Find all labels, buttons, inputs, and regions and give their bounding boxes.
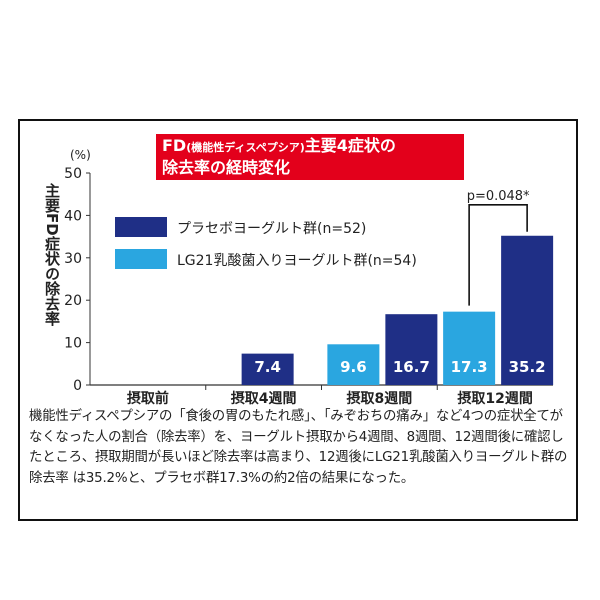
bar [501, 235, 554, 385]
figure-panel: (%) 主要FD症状の除去率 0 10 20 30 40 50 摂取前 摂取4週間 摂取8週間 摂… [18, 119, 578, 521]
title-fd: FD [162, 136, 187, 155]
y-tick-label: 40 [64, 208, 82, 224]
significance-bracket [468, 204, 528, 306]
bar-value-label: 7.4 [254, 358, 281, 376]
bar [443, 311, 496, 385]
y-axis-unit: (%) [70, 148, 91, 162]
bar [241, 353, 294, 385]
bar [327, 344, 380, 385]
x-tick-label: 摂取12週間 [457, 390, 532, 407]
y-tick-label: 10 [64, 336, 82, 352]
y-tick-label: 20 [64, 293, 82, 309]
y-axis-label: 主要FD症状の除去率 [43, 183, 61, 326]
y-tick-label: 30 [64, 251, 82, 267]
y-tick-label: 0 [73, 378, 82, 394]
legend-swatch [115, 217, 167, 237]
caption-text: 機能性ディスペプシアの「食後の胃のもたれ感」、「みぞおちの痛み」など4つの症状全… [29, 409, 568, 486]
title-line-2: 除去率の経時変化 [162, 158, 291, 177]
x-tick-label: 摂取4週間 [231, 390, 297, 407]
legend-label: プラセボヨーグルト群(n=52) [177, 221, 366, 237]
bar [385, 314, 438, 385]
chart: 0 10 20 30 40 50 摂取前 摂取4週間 摂取8週間 摂取12週間 7.4 9.6 16.… [64, 166, 554, 407]
bar-value-label: 17.3 [451, 358, 488, 376]
bar-value-label: 35.2 [509, 358, 546, 376]
p-value-annotation: p=0.048* [467, 189, 530, 204]
y-tick-label: 50 [64, 166, 82, 182]
x-tick-label: 摂取8週間 [347, 390, 413, 407]
bar-value-label: 16.7 [393, 358, 430, 376]
title-tail: 主要4症状の [304, 136, 396, 155]
legend-label: LG21乳酸菌入りヨーグルト群(n=54) [177, 253, 417, 269]
bar-value-label: 9.6 [340, 358, 367, 376]
x-tick-label: 摂取前 [127, 390, 169, 407]
title-paren: (機能性ディスペプシア) [186, 141, 305, 154]
legend-swatch [115, 249, 167, 269]
chart-title: FD(機能性ディスペプシア)主要4症状の 除去率の経時変化 [156, 134, 464, 180]
